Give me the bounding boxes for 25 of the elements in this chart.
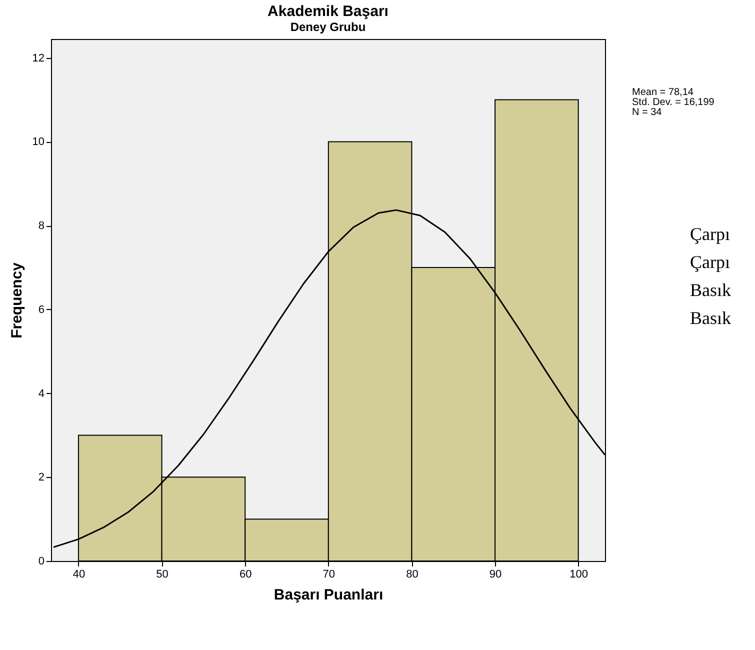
x-tick-label: 100	[570, 568, 588, 580]
y-tick-label: 4	[38, 388, 44, 400]
chart-title: Akademik Başarı	[268, 3, 388, 20]
y-tick-label: 10	[32, 136, 44, 148]
y-tick-label: 0	[38, 556, 44, 568]
chart-subtitle: Deney Grubu	[290, 20, 366, 34]
text: Çarpı	[690, 251, 731, 274]
text: Basık	[690, 279, 732, 302]
y-tick-label: 2	[38, 472, 44, 484]
x-tick-label: 90	[489, 568, 502, 580]
text: Basık	[690, 307, 732, 330]
text: Çarpı	[690, 223, 731, 246]
y-axis-title: Frequency	[8, 262, 26, 338]
x-tick-label: 40	[72, 568, 86, 580]
x-axis-title: Başarı Puanları	[274, 586, 384, 604]
y-tick-label: 8	[38, 220, 44, 232]
x-tick-label: 60	[239, 568, 252, 580]
x-tick-label: 70	[322, 568, 336, 580]
y-tick-label: 6	[38, 304, 44, 316]
text: Mean = 78,14	[632, 87, 694, 98]
text: Std. Dev. = 16,199	[632, 97, 714, 108]
x-tick-label: 80	[406, 568, 418, 580]
text: N = 34	[632, 107, 663, 118]
x-tick-label: 50	[156, 568, 168, 580]
y-tick-label: 12	[32, 52, 44, 64]
